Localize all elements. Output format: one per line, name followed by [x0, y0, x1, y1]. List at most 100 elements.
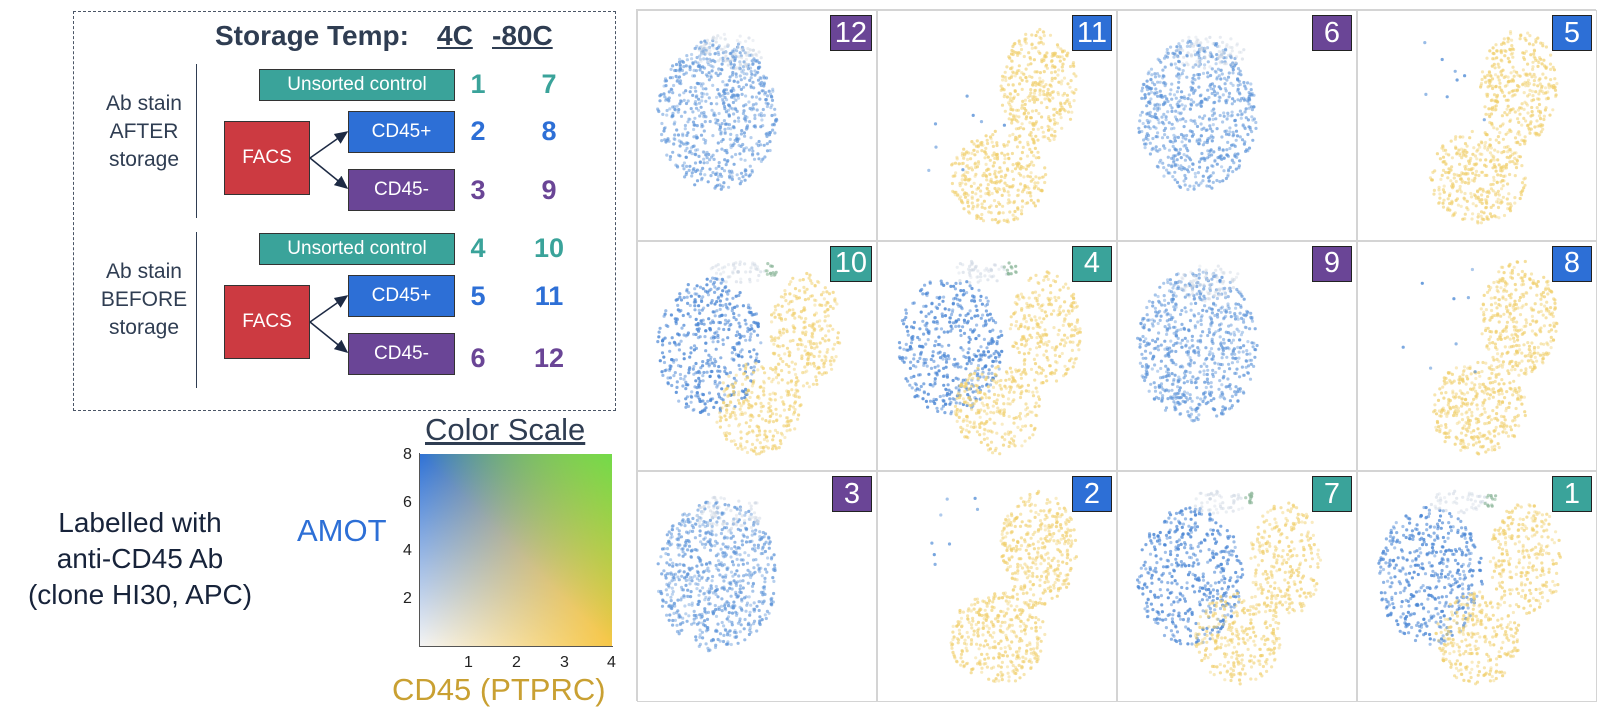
umap-scatter [1401, 259, 1559, 456]
cell-cluster [656, 500, 777, 653]
cell-cluster [950, 129, 1048, 225]
x-tick-label: 4 [607, 654, 616, 671]
y-tick-label: 2 [403, 590, 412, 607]
antibody-label-line: (clone HI30, APC) [27, 579, 253, 610]
umap-scatter [656, 496, 777, 653]
cell-cluster [1453, 69, 1457, 73]
cell-cluster [1454, 341, 1458, 346]
umap-scatter [656, 32, 779, 191]
sample-badge: 6 [1312, 15, 1352, 51]
sample-badge: 8 [1552, 245, 1592, 282]
cell-cluster [965, 94, 969, 98]
cell-cluster [1244, 491, 1254, 505]
storage-temp-title: Storage Temp: [215, 20, 409, 51]
cell-cluster [1377, 506, 1484, 647]
cell-cluster [973, 497, 977, 501]
umap-scatter [1136, 490, 1323, 686]
cell-cluster [1434, 590, 1521, 686]
cell-cluster [1002, 261, 1018, 276]
sample-badge: 12 [829, 15, 872, 51]
color-scale-x-axis [419, 646, 613, 647]
umap-scatter [1377, 489, 1562, 686]
sample-badge: 9 [1312, 245, 1352, 282]
cell-cluster [979, 120, 984, 124]
facs-box: FACS [224, 121, 310, 195]
cell-cluster [1429, 366, 1433, 370]
column-header-80c: -80C [492, 20, 553, 51]
y-tick-label: 4 [403, 542, 412, 559]
group-label-line: storage [108, 148, 180, 171]
sample-badge: 1 [1552, 476, 1592, 513]
sample-badge: 4 [1072, 245, 1112, 282]
umap-panel-5: 5 [1357, 10, 1597, 241]
cell-cluster [932, 553, 936, 557]
cell-cluster [975, 508, 980, 512]
cell-cluster [1008, 270, 1082, 385]
sample-number: 6 [470, 343, 486, 373]
sample-number: 4 [470, 233, 486, 263]
cell-cluster [769, 271, 842, 389]
group-label-before: Ab stain BEFORE storage [84, 258, 204, 342]
cell-cluster [1193, 592, 1282, 686]
cell-cluster [1420, 281, 1424, 285]
sample-badge: 10 [829, 245, 872, 282]
umap-scatter [656, 260, 842, 456]
cd45-negative-box: CD45- [348, 169, 455, 211]
cell-cluster [1440, 57, 1444, 62]
color-scale-y-label: AMOT [297, 513, 387, 548]
cell-cluster [1483, 494, 1498, 509]
umap-panel-10: 10 [637, 240, 877, 472]
umap-panel-1: 1 [1357, 471, 1597, 702]
cell-cluster [1429, 489, 1488, 515]
color-scale-y-axis [419, 453, 420, 647]
sample-badge: 2 [1072, 476, 1112, 513]
umap-panel-grid: 12 11 6 5 10 4 9 8 3 2 7 1 [636, 9, 1597, 702]
group-label-line: BEFORE [100, 288, 188, 311]
facs-arrows [309, 131, 349, 353]
cell-cluster [949, 591, 1047, 684]
cell-cluster [709, 260, 766, 284]
cell-cluster [945, 497, 949, 502]
cell-cluster [1482, 118, 1486, 122]
x-tick-label: 3 [560, 654, 569, 671]
cell-cluster [933, 122, 938, 126]
sample-badge: 3 [832, 476, 872, 513]
y-tick-label: 6 [403, 494, 412, 511]
cell-cluster [695, 496, 762, 534]
sample-number: 3 [470, 175, 486, 205]
umap-panel-4: 4 [877, 240, 1117, 472]
storage-legend-box [73, 11, 616, 411]
umap-panel-12: 12 [637, 10, 877, 241]
cell-cluster [1249, 501, 1323, 615]
sample-number: 10 [533, 233, 565, 263]
cell-cluster [1463, 74, 1467, 78]
cell-cluster [715, 361, 803, 456]
sample-number: 2 [470, 116, 486, 146]
cell-cluster [933, 563, 937, 567]
sample-badge: 5 [1552, 15, 1592, 51]
cell-cluster [1002, 123, 1006, 127]
cell-cluster [930, 541, 934, 546]
cell-cluster [947, 542, 952, 546]
color-scale-title: Color Scale [425, 412, 586, 447]
cell-cluster [971, 113, 975, 117]
umap-panel-11: 11 [877, 10, 1117, 241]
cell-cluster [1136, 267, 1259, 423]
umap-panel-3: 3 [637, 471, 877, 702]
cell-cluster [1432, 360, 1527, 456]
cd45-positive-box: CD45+ [348, 111, 455, 153]
unsorted-control-box: Unsorted control [259, 233, 455, 265]
cell-cluster [1174, 35, 1246, 70]
cell-cluster [656, 276, 763, 416]
cell-cluster [1136, 506, 1245, 646]
x-tick-label: 1 [464, 654, 473, 671]
umap-panel-9: 9 [1117, 240, 1357, 472]
cell-cluster [934, 145, 938, 149]
umap-panel-6: 6 [1117, 10, 1357, 241]
umap-scatter [1137, 35, 1258, 192]
group-label-after: Ab stain AFTER storage [84, 90, 204, 174]
sample-number: 1 [470, 69, 486, 99]
sample-badge: 11 [1071, 15, 1112, 51]
antibody-label: Labelled with anti-CD45 Ab (clone HI30, … [0, 505, 290, 613]
cell-cluster [1479, 259, 1559, 377]
